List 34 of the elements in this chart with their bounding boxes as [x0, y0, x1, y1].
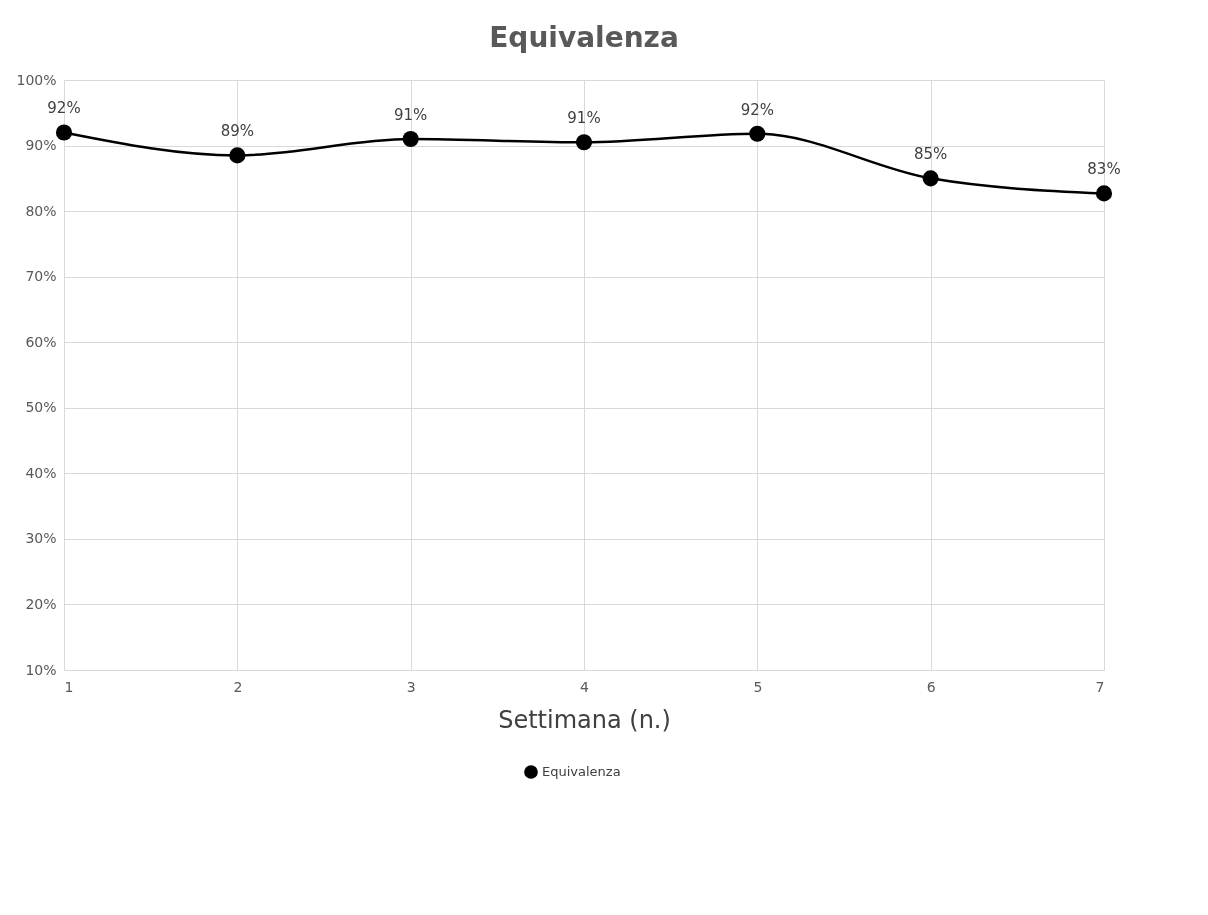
x-axis-title: Settimana (n.)	[498, 705, 671, 734]
x-tick-label: 2	[233, 678, 243, 695]
y-tick-label: 80%	[25, 202, 57, 219]
x-tick-label: 5	[753, 678, 763, 695]
point	[749, 125, 766, 142]
point	[922, 170, 939, 187]
data-label: 92%	[47, 99, 81, 118]
chart-title: Equivalenza	[489, 21, 679, 54]
y-tick-label: 60%	[25, 333, 57, 350]
data-label: 83%	[1087, 160, 1121, 179]
x-tick-label: 6	[926, 678, 936, 695]
y-tick-label: 10%	[25, 661, 57, 678]
x-tick-label: 1	[64, 678, 74, 695]
y-tick-label: 50%	[25, 399, 57, 416]
y-tick-label: 70%	[25, 268, 57, 285]
y-tick-label: 90%	[25, 137, 57, 154]
y-tick-label: 20%	[25, 595, 57, 612]
data-label: 85%	[913, 145, 948, 164]
data-label: 91%	[393, 106, 428, 124]
y-tick-label: 40%	[25, 464, 57, 481]
point	[402, 130, 419, 148]
y-tick-label: 100%	[16, 71, 57, 88]
y-tick-label: 30%	[25, 530, 57, 547]
data-label: 89%	[220, 122, 255, 141]
x-tick-label: 7	[1095, 678, 1105, 695]
x-tick-label: 3	[406, 678, 416, 695]
legend-label: Equivalenza	[542, 764, 621, 779]
point	[55, 124, 73, 141]
point	[1095, 185, 1113, 202]
point	[229, 147, 246, 164]
data-label: 91%	[567, 109, 601, 128]
x-tick-label: 4	[580, 678, 590, 695]
data-label: 92%	[740, 100, 775, 119]
point	[575, 134, 593, 151]
